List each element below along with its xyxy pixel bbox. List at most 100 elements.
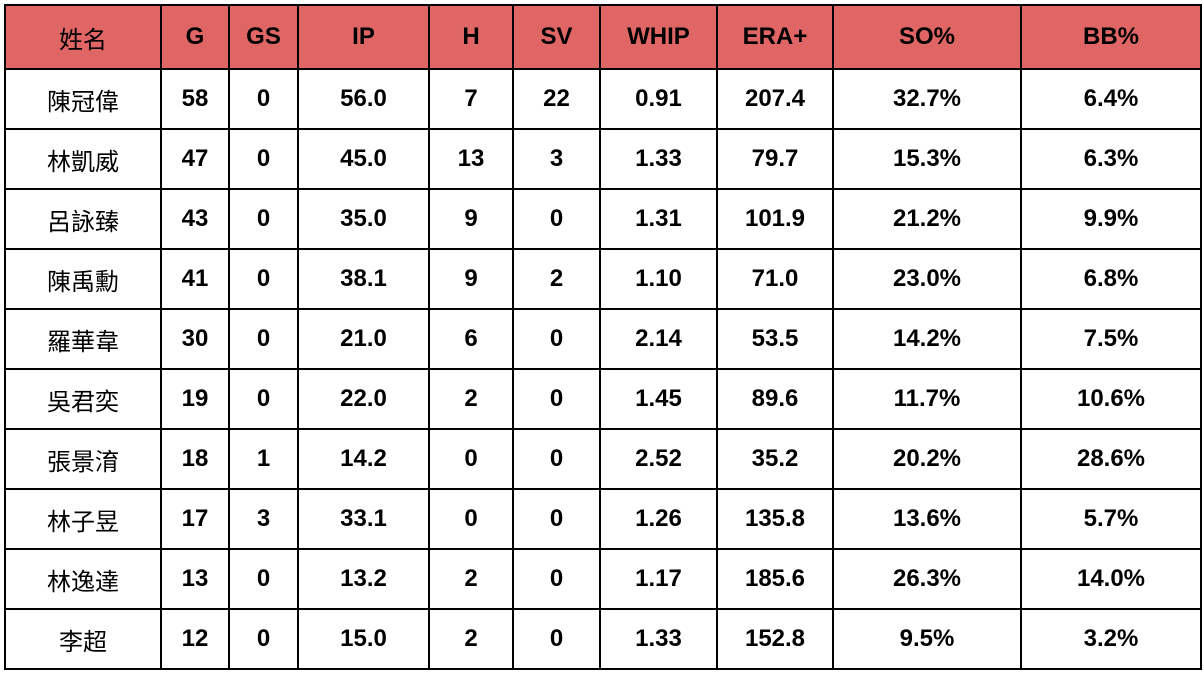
stat-cell: 6.8%	[1020, 248, 1202, 310]
stat-cell: 13	[428, 128, 514, 190]
stat-cell: 21.2%	[832, 188, 1022, 250]
stat-cell: 15.3%	[832, 128, 1022, 190]
stat-cell: 71.0	[716, 248, 834, 310]
stat-cell: 2	[428, 548, 514, 610]
stat-cell: 9.9%	[1020, 188, 1202, 250]
stat-cell: 1.33	[599, 128, 718, 190]
header-cell: ERA+	[716, 4, 834, 70]
stat-cell: 3	[228, 488, 299, 550]
table-row: 陳冠偉 58 0 56.0 7 22 0.91 207.4 32.7% 6.4%	[4, 68, 1202, 130]
stat-cell: 2	[428, 608, 514, 670]
stat-cell: 6	[428, 308, 514, 370]
stat-cell: 38.1	[297, 248, 430, 310]
stat-cell: 53.5	[716, 308, 834, 370]
stat-cell: 0	[228, 368, 299, 430]
header-cell: SV	[512, 4, 601, 70]
stat-cell: 14.2%	[832, 308, 1022, 370]
header-cell: GS	[228, 4, 299, 70]
table-row: 林子昱 17 3 33.1 0 0 1.26 135.8 13.6% 5.7%	[4, 488, 1202, 550]
stat-cell: 1.45	[599, 368, 718, 430]
name-cell: 林子昱	[4, 488, 162, 550]
stat-cell: 19	[160, 368, 230, 430]
stat-cell: 33.1	[297, 488, 430, 550]
stat-cell: 2	[428, 368, 514, 430]
stat-cell: 30	[160, 308, 230, 370]
stat-cell: 0	[428, 488, 514, 550]
table-row: 呂詠臻 43 0 35.0 9 0 1.31 101.9 21.2% 9.9%	[4, 188, 1202, 250]
stat-cell: 101.9	[716, 188, 834, 250]
stat-cell: 9	[428, 248, 514, 310]
stat-cell: 0	[512, 188, 601, 250]
stat-cell: 17	[160, 488, 230, 550]
stat-cell: 0	[512, 308, 601, 370]
table-row: 林凱威 47 0 45.0 13 3 1.33 79.7 15.3% 6.3%	[4, 128, 1202, 190]
stat-cell: 7.5%	[1020, 308, 1202, 370]
stat-cell: 0	[428, 428, 514, 490]
stat-cell: 13	[160, 548, 230, 610]
stat-cell: 1.26	[599, 488, 718, 550]
stat-cell: 56.0	[297, 68, 430, 130]
stat-cell: 13.2	[297, 548, 430, 610]
stat-cell: 0	[512, 488, 601, 550]
stat-cell: 35.2	[716, 428, 834, 490]
stat-cell: 1	[228, 428, 299, 490]
stat-cell: 20.2%	[832, 428, 1022, 490]
stat-cell: 22.0	[297, 368, 430, 430]
stat-cell: 11.7%	[832, 368, 1022, 430]
stat-cell: 0	[228, 68, 299, 130]
table-row: 林逸達 13 0 13.2 2 0 1.17 185.6 26.3% 14.0%	[4, 548, 1202, 610]
name-cell: 林逸達	[4, 548, 162, 610]
stat-cell: 0	[228, 608, 299, 670]
stat-cell: 9	[428, 188, 514, 250]
name-cell: 呂詠臻	[4, 188, 162, 250]
stat-cell: 135.8	[716, 488, 834, 550]
header-cell: SO%	[832, 4, 1022, 70]
stat-cell: 18	[160, 428, 230, 490]
table-row: 張景淯 18 1 14.2 0 0 2.52 35.2 20.2% 28.6%	[4, 428, 1202, 490]
stat-cell: 0	[512, 428, 601, 490]
name-cell: 羅華韋	[4, 308, 162, 370]
stat-cell: 2	[512, 248, 601, 310]
stat-cell: 26.3%	[832, 548, 1022, 610]
header-cell: H	[428, 4, 514, 70]
stat-cell: 41	[160, 248, 230, 310]
name-cell: 吳君奕	[4, 368, 162, 430]
stat-cell: 0	[228, 128, 299, 190]
stat-cell: 152.8	[716, 608, 834, 670]
stat-cell: 0	[228, 308, 299, 370]
table-row: 吳君奕 19 0 22.0 2 0 1.45 89.6 11.7% 10.6%	[4, 368, 1202, 430]
stat-cell: 10.6%	[1020, 368, 1202, 430]
stat-cell: 47	[160, 128, 230, 190]
stat-cell: 3	[512, 128, 601, 190]
stat-cell: 0	[228, 548, 299, 610]
stat-cell: 89.6	[716, 368, 834, 430]
stat-cell: 32.7%	[832, 68, 1022, 130]
table-row: 陳禹勳 41 0 38.1 9 2 1.10 71.0 23.0% 6.8%	[4, 248, 1202, 310]
table-row: 李超 12 0 15.0 2 0 1.33 152.8 9.5% 3.2%	[4, 608, 1202, 670]
stat-cell: 0	[228, 188, 299, 250]
header-cell: IP	[297, 4, 430, 70]
stat-cell: 5.7%	[1020, 488, 1202, 550]
stat-cell: 9.5%	[832, 608, 1022, 670]
stat-cell: 14.2	[297, 428, 430, 490]
stat-cell: 0.91	[599, 68, 718, 130]
stat-cell: 14.0%	[1020, 548, 1202, 610]
stat-cell: 58	[160, 68, 230, 130]
header-cell: BB%	[1020, 4, 1202, 70]
stat-cell: 2.14	[599, 308, 718, 370]
name-cell: 李超	[4, 608, 162, 670]
stat-cell: 21.0	[297, 308, 430, 370]
stat-cell: 22	[512, 68, 601, 130]
stat-cell: 6.4%	[1020, 68, 1202, 130]
header-cell: G	[160, 4, 230, 70]
stat-cell: 23.0%	[832, 248, 1022, 310]
stat-cell: 0	[228, 248, 299, 310]
stat-cell: 28.6%	[1020, 428, 1202, 490]
stat-cell: 12	[160, 608, 230, 670]
stat-cell: 15.0	[297, 608, 430, 670]
header-cell: 姓名	[4, 4, 162, 70]
stat-cell: 43	[160, 188, 230, 250]
stat-cell: 7	[428, 68, 514, 130]
stat-cell: 0	[512, 368, 601, 430]
